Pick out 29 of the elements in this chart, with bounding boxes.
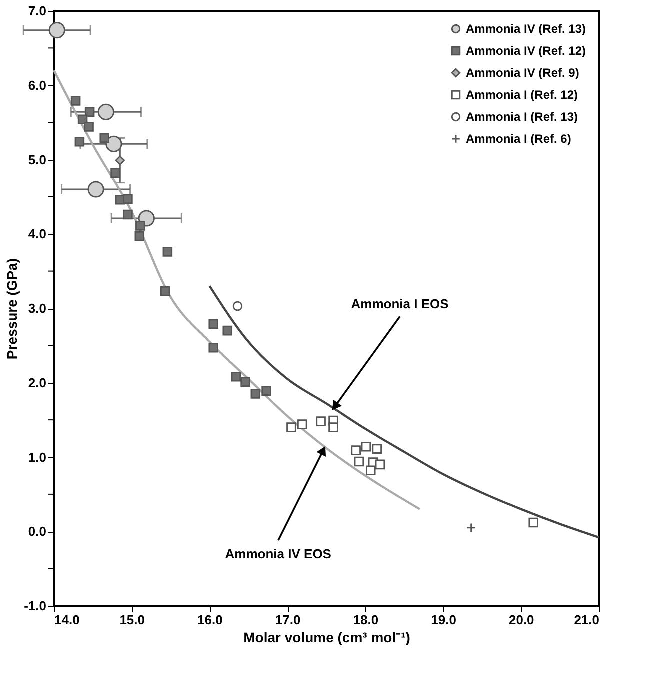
x-tick-label: 20.0 [508,612,534,628]
x-axis-title: Molar volume (cm³ mol⁻¹) [244,630,410,646]
x-tick-label: 14.0 [54,612,80,628]
y-axis-title: Pressure (GPa) [4,258,20,360]
legend-label: Ammonia I (Ref. 13) [466,110,578,124]
x-tick-label: 19.0 [431,612,456,628]
annotation: Ammonia I EOS [351,296,450,312]
y-tick-label: -1.0 [24,598,46,614]
legend-label: Ammonia I (Ref. 12) [466,88,578,102]
y-tick-label: 7.0 [28,4,46,18]
y-tick-label: 1.0 [28,450,46,465]
legend-label: Ammonia I (Ref. 6) [466,132,572,146]
legend-label: Ammonia IV (Ref. 13) [466,22,586,36]
x-tick-label: 15.0 [120,612,146,628]
line-series [52,69,422,510]
x-tick-label: 17.0 [275,612,301,628]
x-tick-label: 18.0 [353,612,379,628]
y-tick-label: 2.0 [28,375,46,390]
x-tick-label: 16.0 [198,612,223,628]
annotation: Ammonia IV EOS [225,546,332,562]
line-series [208,285,600,539]
legend-label: Ammonia IV (Ref. 9) [466,66,580,80]
legend-label: Ammonia IV (Ref. 12) [466,44,586,58]
y-tick-label: 0.0 [28,524,46,540]
y-tick-label: 5.0 [28,152,46,168]
y-tick-label: 4.0 [28,226,46,242]
y-tick-label: 3.0 [28,301,46,316]
x-tick-label: 21.0 [574,612,600,628]
y-tick-label: 6.0 [28,78,46,93]
